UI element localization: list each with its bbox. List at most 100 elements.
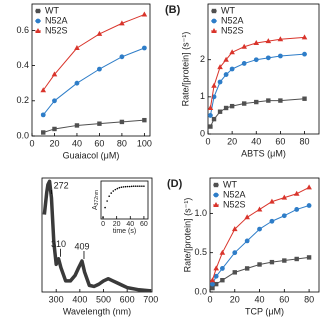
data-line: [212, 186, 310, 281]
marker: [266, 98, 271, 103]
marker: [213, 265, 219, 271]
data-dot: [141, 185, 143, 187]
y-tick-label: 0.4: [16, 60, 29, 70]
y-tick-label: 0: [200, 128, 205, 138]
marker: [281, 213, 287, 219]
marker: [41, 130, 46, 135]
data-dot: [104, 206, 106, 209]
marker: [223, 105, 229, 111]
marker: [306, 203, 312, 208]
data-dot: [128, 185, 131, 188]
x-tick-label: 80: [304, 294, 314, 304]
y-tick-label: 0.2: [16, 95, 29, 105]
x-tick-label: 80: [117, 138, 127, 148]
marker: [119, 54, 125, 60]
marker: [219, 266, 225, 271]
marker: [229, 49, 235, 55]
marker: [74, 45, 80, 50]
marker: [210, 285, 215, 291]
data-dot: [116, 187, 119, 190]
y-tick-label: 0.6: [16, 25, 29, 35]
marker: [119, 20, 125, 26]
x-tick-label: 40: [72, 138, 82, 148]
marker: [253, 40, 260, 45]
marker: [211, 82, 217, 88]
marker: [257, 262, 262, 267]
x-axis-label: Guaiacol (μM): [63, 150, 120, 160]
marker: [269, 198, 275, 204]
data-dot: [118, 186, 121, 189]
marker: [302, 96, 307, 101]
marker: [52, 98, 57, 104]
x-axis-label: TCP (μM): [245, 306, 284, 316]
data-line: [42, 179, 151, 293]
y-axis-label: Rate/[protein] (s⁻¹): [182, 198, 192, 273]
x-tick-label: 100: [137, 138, 152, 148]
data-dot: [134, 185, 137, 187]
marker: [217, 64, 223, 70]
y-tick-label: 0.0: [16, 130, 29, 140]
marker: [213, 281, 219, 287]
data-dot: [114, 188, 117, 191]
marker: [217, 79, 223, 85]
x-tick-label: 20: [49, 138, 59, 148]
marker: [97, 66, 102, 72]
legend-label: WT: [223, 179, 237, 189]
x-tick-label: 0: [101, 221, 105, 228]
marker: [254, 99, 259, 105]
data-dot: [110, 192, 113, 194]
x-tick-label: 60: [94, 138, 104, 148]
data-dot: [136, 185, 139, 187]
marker: [241, 61, 247, 66]
marker: [278, 98, 283, 103]
y-tick-label: 0.0: [194, 286, 207, 296]
marker: [211, 116, 217, 122]
marker: [208, 124, 213, 129]
data-dot: [108, 195, 110, 197]
panel-label: (B): [165, 4, 181, 16]
x-tick-label: 80: [300, 136, 310, 146]
data-dot: [102, 216, 104, 219]
marker: [210, 281, 215, 287]
data-line: [209, 98, 305, 127]
x-tick-label: 20: [113, 221, 121, 228]
marker: [277, 36, 284, 42]
y-axis-label: Rate/[protein] (s⁻¹): [180, 32, 190, 107]
marker: [282, 258, 287, 263]
legend-label: N52S: [45, 25, 68, 35]
marker: [97, 121, 102, 126]
data-line: [212, 256, 310, 289]
marker: [253, 57, 259, 63]
marker: [229, 103, 235, 109]
marker: [294, 207, 300, 212]
marker: [301, 34, 308, 40]
marker: [241, 101, 247, 106]
x-tick-label: 400: [72, 294, 87, 304]
marker: [244, 238, 250, 244]
marker: [293, 190, 300, 196]
marker: [219, 249, 226, 255]
inset-background: [101, 181, 148, 219]
plot-area: [210, 182, 312, 291]
y-axis-label-sub: 372nm: [94, 190, 100, 205]
marker: [306, 184, 312, 190]
marker: [232, 250, 238, 256]
x-tick-label: 20: [227, 136, 237, 146]
marker: [52, 126, 57, 132]
marker: [244, 214, 250, 220]
peak-label: 272: [54, 180, 69, 190]
x-tick-label: 0: [205, 136, 210, 146]
x-tick-label: 600: [120, 294, 135, 304]
peak-label: 409: [74, 241, 89, 251]
data-dot: [132, 185, 135, 187]
legend-label: N52S: [221, 25, 244, 35]
marker: [74, 80, 80, 86]
legend-label: N52A: [221, 15, 244, 25]
marker: [302, 51, 307, 57]
legend-label: N52A: [223, 189, 246, 199]
marker: [74, 123, 80, 128]
marker: [223, 56, 229, 62]
data-dot: [124, 185, 127, 188]
marker: [306, 255, 312, 260]
